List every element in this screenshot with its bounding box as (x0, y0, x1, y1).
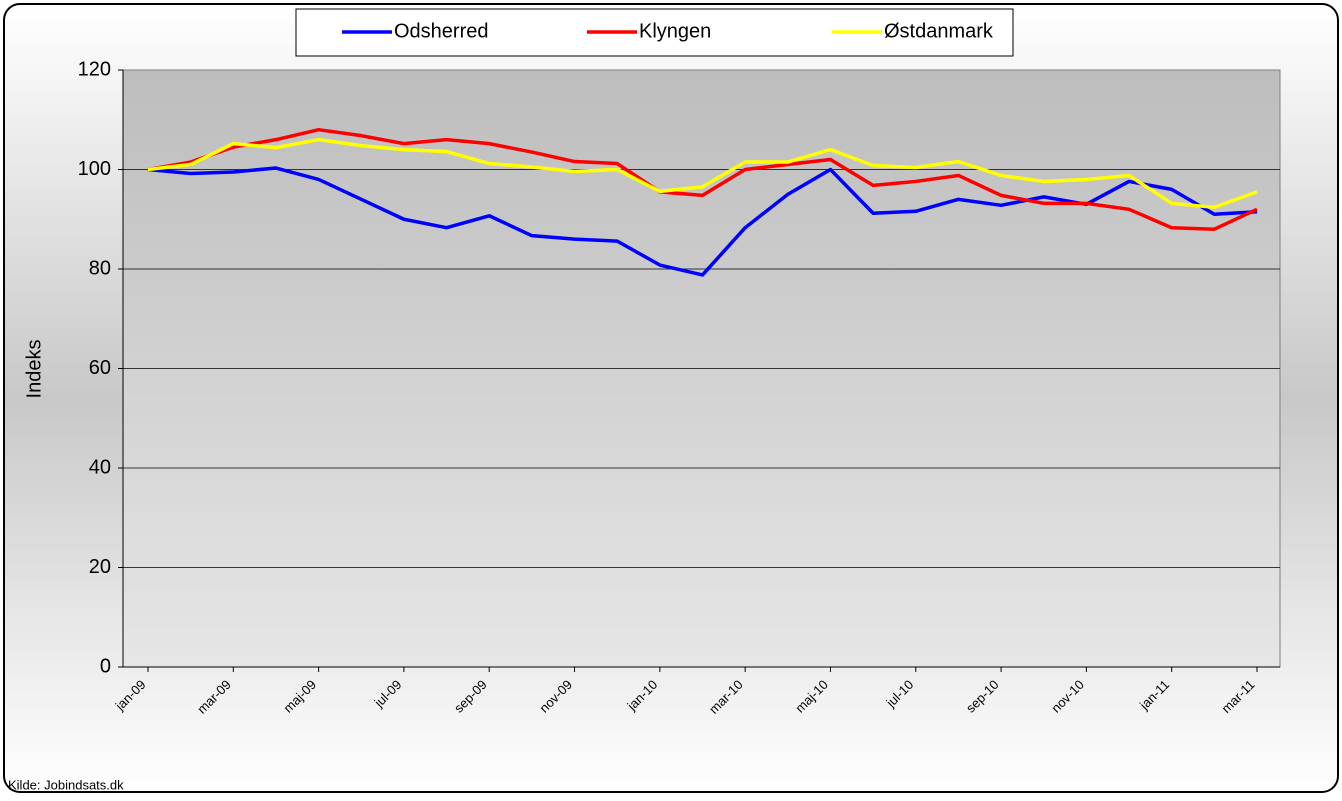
series-line (147, 137, 1258, 210)
y-tick-label: 20 (89, 556, 111, 578)
legend-label: Odsherred (394, 20, 489, 42)
legend-label: Klyngen (639, 20, 711, 42)
y-tick-label: 120 (78, 58, 111, 80)
y-axis-label: Indeks (23, 340, 45, 399)
series-line (147, 127, 1258, 231)
y-tick-label: 60 (89, 357, 111, 379)
legend-box (295, 8, 1014, 57)
source-note: Kilde: Jobindsats.dk (8, 777, 124, 792)
y-tick-label: 40 (89, 456, 111, 478)
y-tick-label: 0 (100, 655, 111, 677)
legend-label: Østdanmark (884, 20, 994, 42)
y-tick-label: 80 (89, 257, 111, 279)
y-tick-label: 100 (78, 158, 111, 180)
